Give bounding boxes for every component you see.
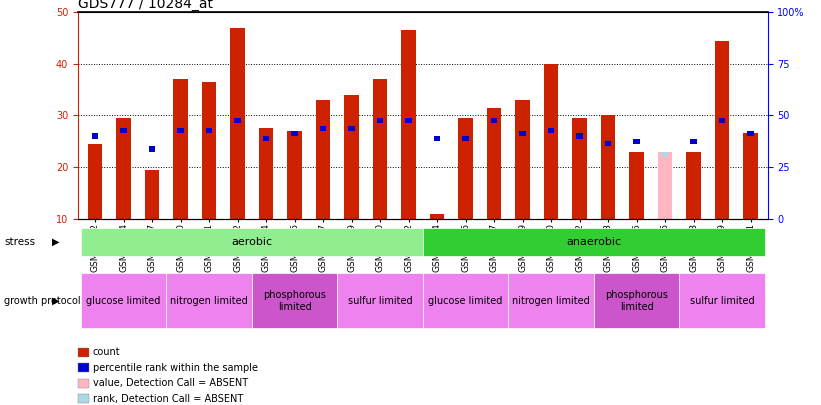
Bar bbox=[259, 128, 273, 219]
Bar bbox=[572, 118, 587, 219]
Bar bbox=[679, 273, 765, 328]
Bar bbox=[423, 228, 765, 256]
Bar bbox=[430, 213, 444, 219]
Text: percentile rank within the sample: percentile rank within the sample bbox=[93, 363, 258, 373]
Bar bbox=[690, 139, 697, 144]
Bar bbox=[719, 118, 725, 123]
Bar bbox=[401, 30, 415, 219]
Text: stress: stress bbox=[4, 237, 35, 247]
Bar bbox=[92, 134, 99, 139]
Text: growth protocol: growth protocol bbox=[4, 296, 80, 306]
Bar bbox=[462, 136, 469, 141]
Bar bbox=[316, 100, 330, 219]
Bar bbox=[594, 273, 679, 328]
Bar bbox=[173, 79, 188, 219]
Bar bbox=[377, 118, 383, 123]
Bar bbox=[117, 118, 131, 219]
Bar bbox=[686, 151, 700, 219]
Bar bbox=[252, 273, 337, 328]
Bar bbox=[633, 139, 640, 144]
Bar bbox=[658, 151, 672, 219]
Bar bbox=[630, 151, 644, 219]
Bar bbox=[373, 79, 388, 219]
Bar bbox=[576, 134, 583, 139]
Text: phosphorous
limited: phosphorous limited bbox=[605, 290, 668, 311]
Bar bbox=[491, 118, 498, 123]
Bar bbox=[167, 273, 252, 328]
Bar bbox=[80, 273, 167, 328]
Bar bbox=[121, 128, 126, 134]
Bar bbox=[80, 228, 423, 256]
Bar bbox=[348, 126, 355, 131]
Text: glucose limited: glucose limited bbox=[429, 296, 502, 306]
Bar bbox=[544, 64, 558, 219]
Text: rank, Detection Call = ABSENT: rank, Detection Call = ABSENT bbox=[93, 394, 243, 403]
Bar bbox=[516, 100, 530, 219]
Text: anaerobic: anaerobic bbox=[566, 237, 621, 247]
Bar bbox=[320, 126, 326, 131]
Bar bbox=[149, 146, 155, 151]
Bar bbox=[291, 131, 298, 136]
Bar bbox=[715, 40, 729, 219]
Bar bbox=[231, 28, 245, 219]
Bar bbox=[433, 136, 440, 141]
Text: ▶: ▶ bbox=[52, 237, 59, 247]
Bar bbox=[234, 118, 241, 123]
Bar bbox=[263, 136, 269, 141]
Bar bbox=[406, 118, 412, 123]
Bar bbox=[202, 82, 216, 219]
Bar bbox=[88, 144, 103, 219]
Bar bbox=[287, 131, 301, 219]
Text: phosphorous
limited: phosphorous limited bbox=[264, 290, 326, 311]
Text: nitrogen limited: nitrogen limited bbox=[170, 296, 248, 306]
Bar bbox=[743, 134, 758, 219]
Bar bbox=[520, 131, 525, 136]
Bar bbox=[337, 273, 423, 328]
Text: ▶: ▶ bbox=[52, 296, 59, 306]
Text: glucose limited: glucose limited bbox=[86, 296, 161, 306]
Bar bbox=[605, 141, 612, 147]
Text: count: count bbox=[93, 347, 121, 357]
Bar bbox=[487, 108, 501, 219]
Text: value, Detection Call = ABSENT: value, Detection Call = ABSENT bbox=[93, 378, 248, 388]
Bar bbox=[458, 118, 473, 219]
Text: sulfur limited: sulfur limited bbox=[348, 296, 412, 306]
Text: sulfur limited: sulfur limited bbox=[690, 296, 754, 306]
Bar bbox=[345, 95, 359, 219]
Text: GDS777 / 10284_at: GDS777 / 10284_at bbox=[78, 0, 213, 11]
Bar bbox=[747, 131, 754, 136]
Text: nitrogen limited: nitrogen limited bbox=[512, 296, 590, 306]
Bar bbox=[662, 151, 668, 157]
Text: aerobic: aerobic bbox=[232, 237, 273, 247]
Bar bbox=[601, 115, 615, 219]
Bar bbox=[548, 128, 554, 134]
Bar bbox=[177, 128, 184, 134]
Bar bbox=[423, 273, 508, 328]
Bar bbox=[508, 273, 594, 328]
Bar bbox=[206, 128, 213, 134]
Bar bbox=[145, 170, 159, 219]
